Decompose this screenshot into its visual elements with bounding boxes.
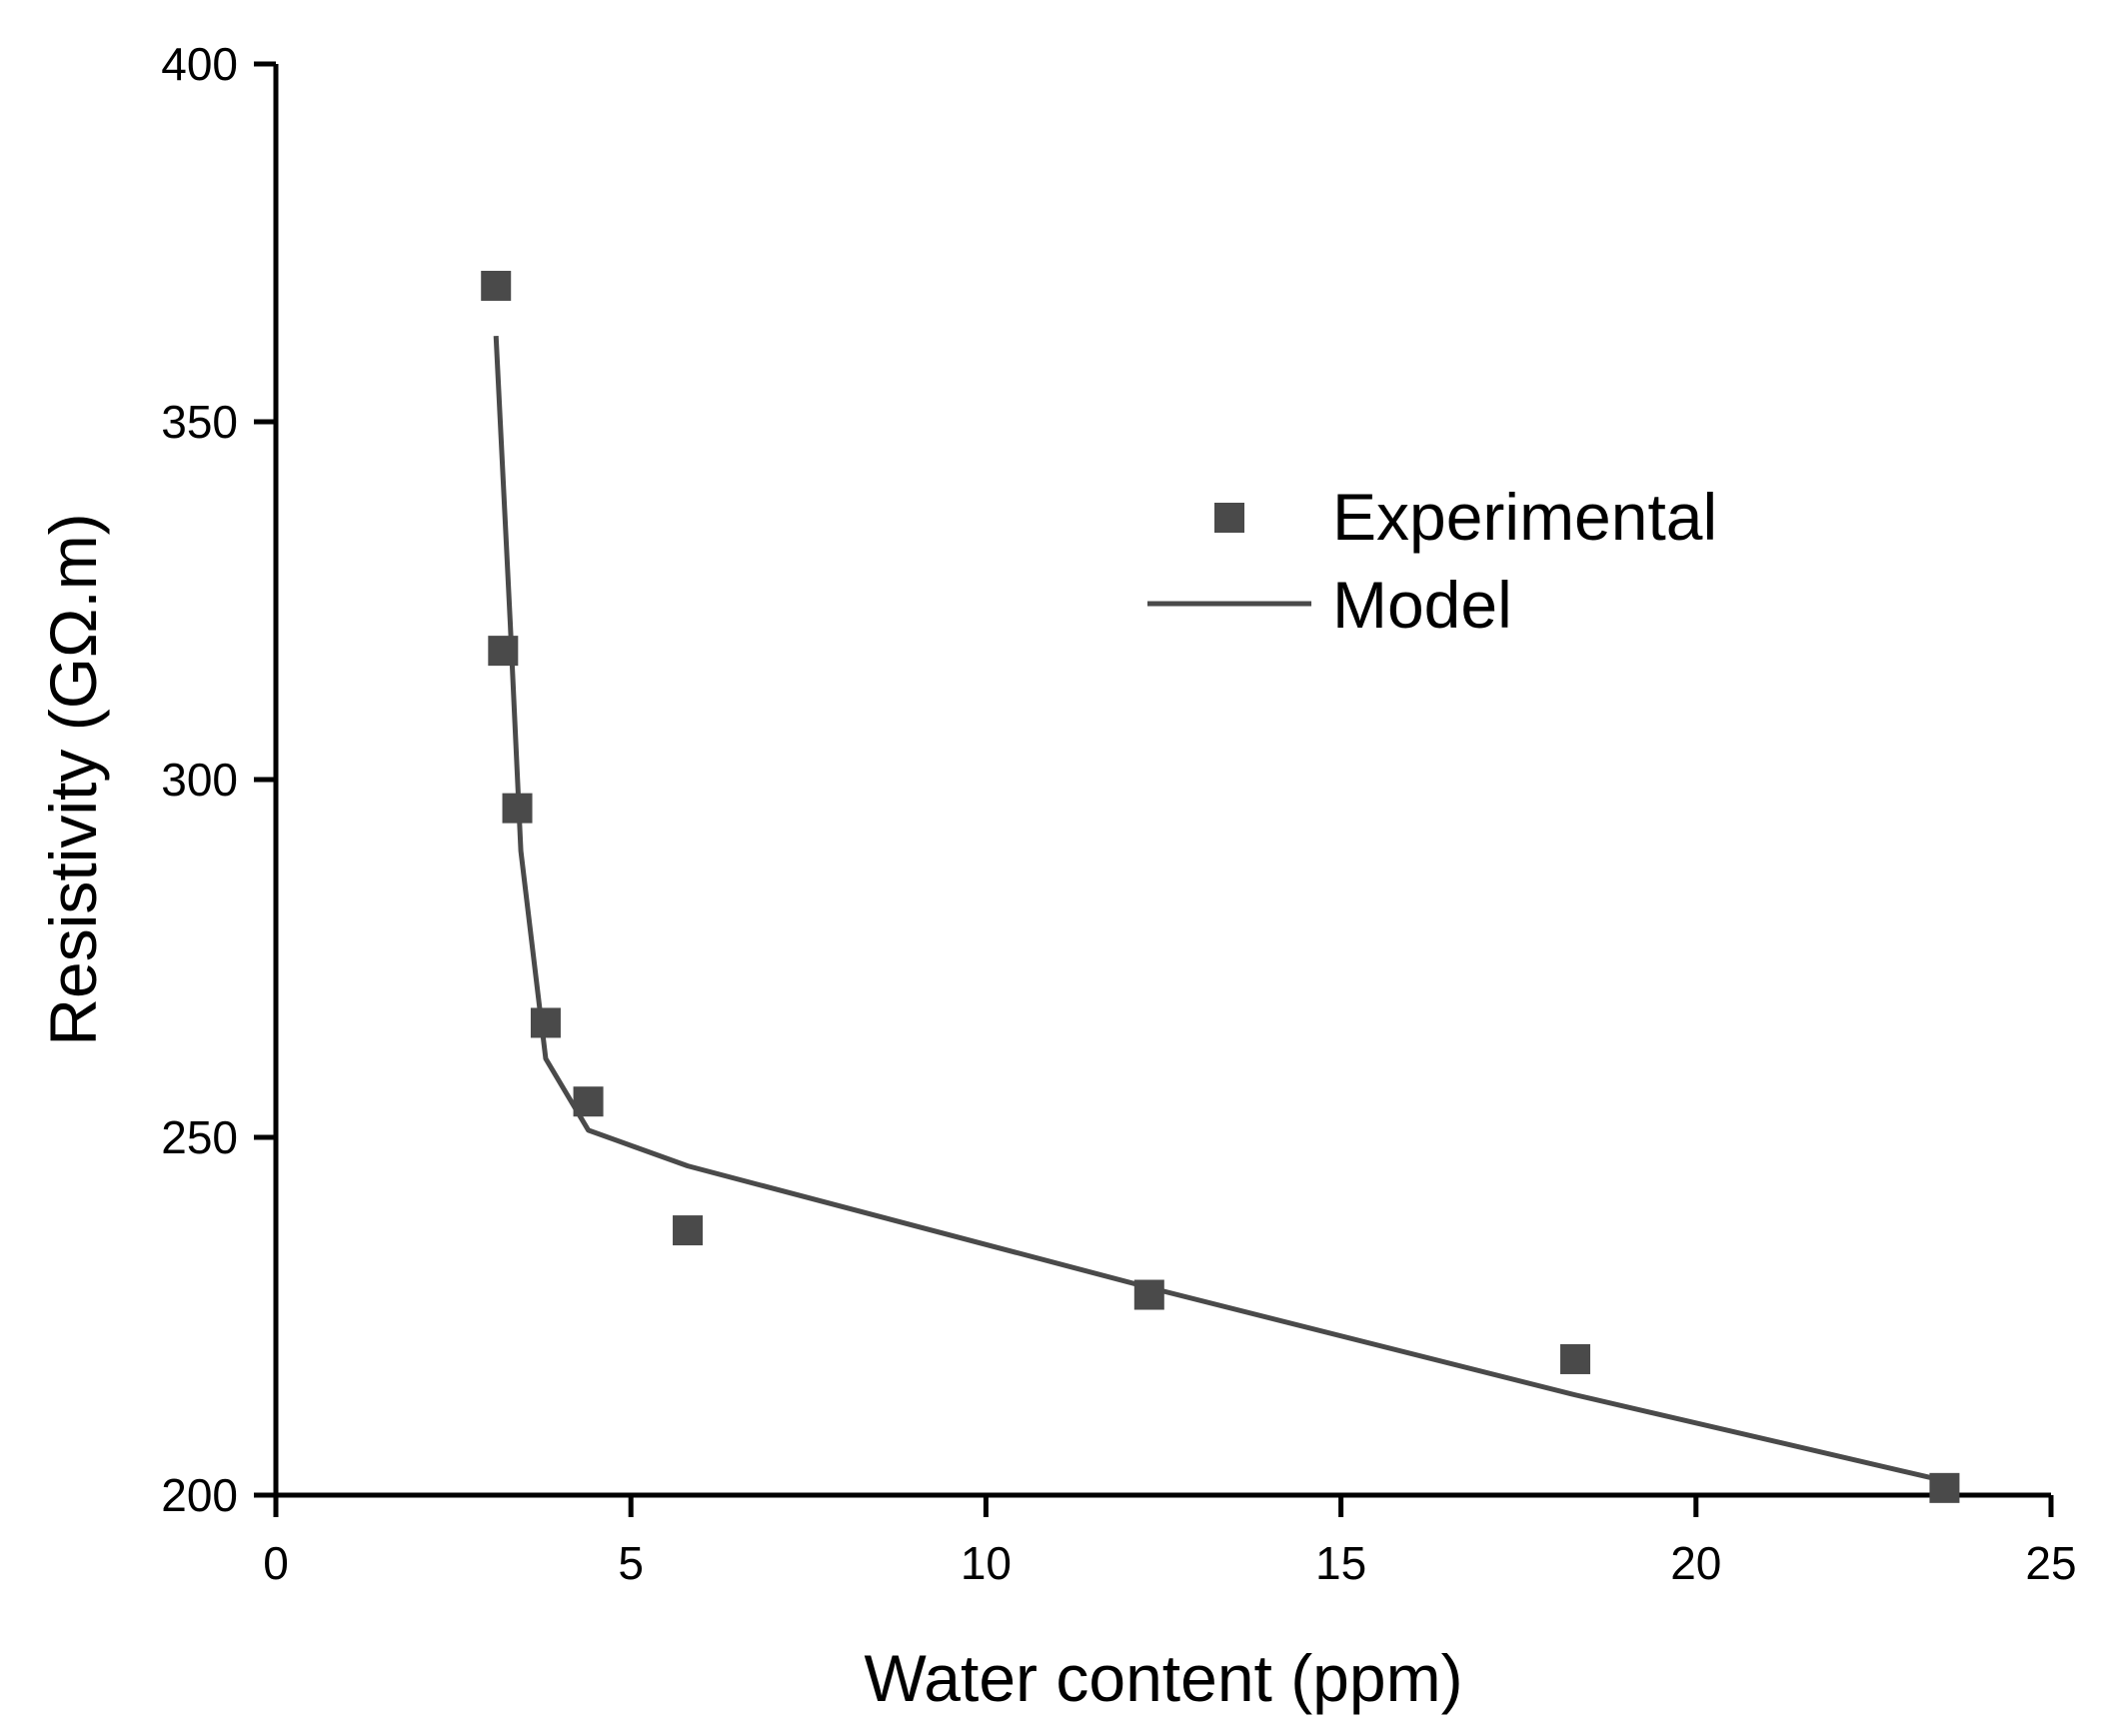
experimental-point: [530, 1007, 561, 1038]
legend-marker-experimental: [1214, 503, 1244, 533]
x-axis-title: Water content (ppm): [864, 1641, 1462, 1715]
legend: Experimental Model: [1147, 480, 1717, 642]
x-tick-label: 10: [961, 1537, 1012, 1589]
experimental-point: [502, 793, 533, 824]
experimental-point: [673, 1215, 704, 1246]
experimental-point: [1133, 1279, 1164, 1310]
y-tick-label: 200: [161, 1469, 238, 1521]
x-tick-label: 5: [618, 1537, 644, 1589]
x-tick-label: 20: [1670, 1537, 1721, 1589]
x-ticks: 0 5 10 15 20 25: [263, 1495, 2077, 1589]
y-tick-label: 300: [161, 754, 238, 806]
plot-area: [481, 270, 1960, 1503]
y-tick-label: 250: [161, 1111, 238, 1163]
legend-label-model: Model: [1332, 568, 1512, 642]
legend-label-experimental: Experimental: [1332, 480, 1717, 554]
y-tick-label: 350: [161, 396, 238, 448]
y-axis-title: Resistivity (GΩ.m): [36, 513, 110, 1045]
x-tick-label: 15: [1315, 1537, 1366, 1589]
x-tick-label: 0: [263, 1537, 289, 1589]
x-tick-label: 25: [2025, 1537, 2076, 1589]
experimental-point: [1929, 1472, 1960, 1503]
y-ticks: 200 250 300 350 400: [161, 38, 276, 1521]
experimental-point: [481, 270, 512, 301]
experimental-point: [488, 636, 519, 667]
experimental-point: [1560, 1343, 1591, 1374]
model-line: [493, 335, 1946, 1484]
y-tick-label: 400: [161, 38, 238, 90]
experimental-point: [573, 1086, 604, 1117]
